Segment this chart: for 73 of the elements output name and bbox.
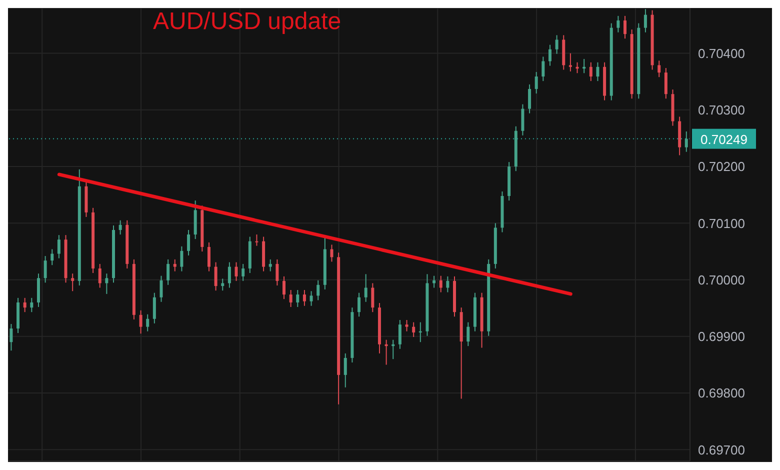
candlestick xyxy=(146,314,150,332)
candlestick xyxy=(50,248,54,266)
candlestick xyxy=(242,263,245,282)
candlestick xyxy=(616,15,620,33)
candlestick xyxy=(624,15,627,40)
candlestick xyxy=(139,310,142,334)
candlestick xyxy=(44,256,47,284)
candlestick xyxy=(398,320,402,350)
candlestick xyxy=(98,263,102,288)
candlestick xyxy=(255,234,258,246)
candlestick xyxy=(405,320,408,332)
y-tick-label: 0.70000 xyxy=(698,272,745,288)
candlestick xyxy=(330,244,334,262)
candlestick xyxy=(466,322,470,347)
candlestick xyxy=(316,280,320,301)
candlestick xyxy=(582,58,586,74)
candlestick xyxy=(228,262,231,288)
candlestick xyxy=(446,276,450,293)
candlestick xyxy=(439,275,442,293)
candlestick xyxy=(221,278,224,292)
y-tick-label: 0.69800 xyxy=(698,386,745,401)
candlestick xyxy=(276,258,279,286)
y-tick-label: 0.69900 xyxy=(698,329,745,344)
candlestick xyxy=(180,246,184,272)
candlestick xyxy=(555,34,558,54)
candlestick xyxy=(658,60,661,78)
candlestick xyxy=(521,104,524,136)
candlestick xyxy=(528,84,532,114)
candlestick xyxy=(30,297,34,313)
candlestick xyxy=(118,220,122,235)
candlestick xyxy=(664,68,668,100)
candlestick xyxy=(296,289,300,308)
candlestick xyxy=(152,292,156,324)
candlestick xyxy=(234,262,238,282)
candlestick xyxy=(344,352,347,388)
candlestick xyxy=(57,234,60,259)
candlestick xyxy=(71,273,74,292)
candlestick xyxy=(392,339,395,360)
candlestick xyxy=(105,273,108,294)
candlestick xyxy=(207,242,210,272)
candlestick xyxy=(166,258,170,286)
chart-title: AUD/USD update xyxy=(153,8,342,36)
candlestick xyxy=(282,276,286,300)
candlestick xyxy=(548,44,552,66)
candlestick xyxy=(371,282,374,313)
candlestick xyxy=(589,62,592,82)
candlestick xyxy=(310,290,313,306)
candlestick xyxy=(302,289,306,306)
candlestick xyxy=(644,8,647,33)
candlestick xyxy=(23,297,26,313)
y-tick-label: 0.70100 xyxy=(698,216,745,231)
candlestick xyxy=(364,274,368,302)
y-tick-label: 0.70200 xyxy=(698,159,745,174)
y-tick-label: 0.70300 xyxy=(698,102,745,118)
candlestick xyxy=(596,62,600,82)
candlestick xyxy=(358,292,361,318)
candlestick xyxy=(187,229,190,256)
y-tick-label: 0.69700 xyxy=(698,442,745,458)
candlestick xyxy=(384,339,388,366)
candlestick xyxy=(10,323,13,352)
candlestick xyxy=(684,130,688,152)
candlestick xyxy=(568,52,572,72)
candlestick xyxy=(576,62,579,74)
candlestick xyxy=(542,56,545,82)
y-tick-label: 0.70400 xyxy=(698,46,745,61)
ref-line-label: 0.70249 xyxy=(700,132,748,147)
candlestick xyxy=(534,71,538,94)
candlestick xyxy=(214,262,218,292)
candlestick xyxy=(173,258,176,272)
candlestick xyxy=(412,322,416,338)
candlestick xyxy=(289,289,292,308)
candlestick xyxy=(160,275,163,302)
candlestick xyxy=(268,258,272,272)
